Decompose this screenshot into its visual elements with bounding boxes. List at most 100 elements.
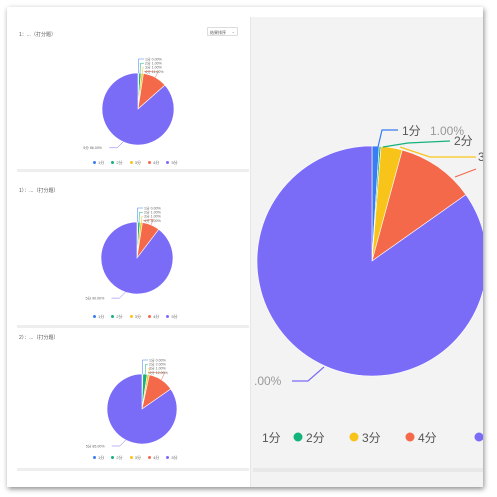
legend-dot bbox=[166, 315, 170, 319]
callout-line bbox=[138, 211, 143, 223]
callout-label: 5分 90.00% bbox=[85, 295, 105, 300]
legend-label: 4分 bbox=[418, 431, 437, 445]
sort-select-value: 结果排序 bbox=[210, 29, 226, 35]
callout-value: 1.00% bbox=[430, 124, 464, 138]
callout-label: 1分 0.00% bbox=[144, 205, 162, 210]
legend-label: 2分 bbox=[116, 160, 123, 165]
panel-separator bbox=[17, 169, 249, 172]
callout-line bbox=[399, 146, 476, 158]
callout-line bbox=[142, 219, 154, 225]
legend-dot bbox=[148, 161, 152, 165]
question-title: 2）：...（打分题） bbox=[19, 335, 59, 341]
question-title: 1）：...（打分题） bbox=[19, 188, 59, 194]
callout-line bbox=[144, 71, 159, 78]
callout-label: 2分 2.00% bbox=[149, 362, 167, 367]
scrollbar-track[interactable] bbox=[253, 468, 483, 472]
legend-dot bbox=[93, 161, 96, 165]
legend-dot bbox=[474, 432, 483, 442]
callout-label: 1分 bbox=[402, 124, 421, 138]
legend-label: 1分 bbox=[98, 455, 105, 460]
zoomed-pie-chart: 1分 1.00%2分3.00% 1分 2分 3分 4分 bbox=[254, 124, 483, 445]
legend-label: 4分 bbox=[153, 455, 160, 460]
callout-line bbox=[111, 291, 126, 299]
legend-dot bbox=[405, 432, 415, 442]
pie-chart: 1分 0.00%2分 1.00%3分 1.00%4分 11.00% 5分 86.0… bbox=[83, 56, 175, 150]
pie-chart: 1分 0.00%2分 1.00%3分 1.00%4分 8.00% 5分 90.00… bbox=[85, 205, 174, 300]
legend-label: 3分 bbox=[134, 455, 141, 460]
legend-label: 3分 bbox=[362, 431, 381, 445]
callout-label: 5分 86.00% bbox=[83, 145, 103, 150]
legend-label: 2分 bbox=[116, 455, 123, 460]
zoomed-chart-view: 1分 1.00% 2分 3.00% 1分 2分 3分 4分 bbox=[250, 17, 483, 487]
legend-label: 5分 bbox=[171, 314, 178, 319]
callout-line bbox=[144, 363, 148, 375]
callout-label: 4分 8.00% bbox=[144, 218, 162, 223]
callout-label: 5分 85.00% bbox=[86, 443, 106, 448]
legend-dot bbox=[129, 161, 133, 165]
callout-line bbox=[454, 168, 477, 178]
legend-label: 4分 bbox=[153, 160, 160, 165]
legend-dot bbox=[349, 432, 359, 442]
screenshot-frame: 1：...（打分题） 1分 0.00% 2分 1.00% 3分 1.00% 4分 11… bbox=[7, 7, 483, 487]
callout-line bbox=[382, 140, 451, 148]
legend-dot bbox=[111, 161, 115, 165]
legend-label: 1分 bbox=[98, 314, 105, 319]
question-panel-3: 2）：...（打分题） 1分 0.00% 2分 2.00% 3分 1.00% 4分 1… bbox=[17, 329, 249, 471]
callout-line bbox=[137, 207, 143, 223]
callout-line bbox=[142, 359, 148, 375]
legend-dot bbox=[293, 432, 303, 442]
legend-dot bbox=[111, 315, 115, 319]
callout-line bbox=[138, 58, 144, 74]
callout-label: 3分 1.00% bbox=[149, 366, 167, 371]
callout-line bbox=[142, 67, 145, 74]
callout-line bbox=[111, 439, 126, 447]
legend-label: 3分 bbox=[134, 160, 141, 165]
callout-label: 2分 1.00% bbox=[144, 210, 162, 215]
legend-dot bbox=[148, 315, 152, 319]
callout-label: 3 bbox=[478, 150, 483, 164]
legend-label: 4分 bbox=[153, 314, 160, 319]
callout-line bbox=[109, 141, 124, 149]
legend-dot bbox=[111, 456, 115, 460]
pie-slice[interactable] bbox=[371, 149, 467, 262]
callout-label: 1分 0.00% bbox=[149, 357, 167, 362]
chart-legend: 1分 2分 3分 4分 5分 bbox=[87, 314, 178, 320]
legend-label: 2分 bbox=[116, 314, 123, 319]
panel-separator bbox=[17, 325, 249, 328]
legend-label: 2分 bbox=[306, 431, 325, 445]
callout-label: 1分 0.00% bbox=[145, 56, 163, 61]
legend-label: 1分 bbox=[262, 431, 281, 445]
legend-dot bbox=[129, 456, 133, 460]
legend-label: 1分 bbox=[98, 160, 105, 165]
question-panel-1: 1：...（打分题） 1分 0.00% 2分 1.00% 3分 1.00% 4分 11… bbox=[17, 21, 249, 165]
chevron-down-icon: ⌄ bbox=[231, 29, 235, 34]
callout-label: 2分 1.00% bbox=[145, 61, 163, 66]
legend-dot bbox=[148, 456, 152, 460]
legend-label: 5分 bbox=[171, 455, 178, 460]
legend-dot bbox=[129, 315, 133, 319]
view-divider bbox=[250, 17, 251, 487]
legend-label: 3分 bbox=[134, 314, 141, 319]
callout-line bbox=[377, 129, 398, 148]
callout-line bbox=[141, 216, 144, 223]
panel-separator bbox=[17, 468, 249, 471]
chart-legend: 1分 2分 3分 4分 5分 bbox=[87, 455, 178, 461]
callout-line bbox=[148, 372, 166, 380]
pie-chart: 1分 0.00%2分 2.00%3分 1.00%4分 12.00% 5分 85.0… bbox=[86, 357, 178, 448]
legend-dot bbox=[166, 161, 170, 165]
callout-line bbox=[139, 62, 144, 74]
pie-slice[interactable] bbox=[100, 221, 174, 295]
callout-line bbox=[292, 366, 325, 382]
pie-slice[interactable] bbox=[256, 145, 483, 377]
question-panel-2: 1）：...（打分题） 1分 0.00% 2分 1.00% 3分 1.00% 4分 8… bbox=[17, 179, 249, 321]
callout-label: 3分 1.00% bbox=[145, 65, 163, 70]
callout-label: 4分 12.00% bbox=[149, 370, 169, 375]
legend-dot bbox=[93, 456, 96, 460]
legend-label: 5分 bbox=[171, 160, 178, 165]
pie-slice[interactable] bbox=[106, 373, 178, 445]
question-title: 1：...（打分题） bbox=[19, 32, 56, 38]
callout-value: .00% bbox=[254, 374, 282, 388]
callout-label: 4分 11.00% bbox=[145, 69, 164, 74]
legend-dot bbox=[166, 456, 170, 460]
sort-select[interactable]: 结果排序 ⌄ bbox=[207, 27, 238, 36]
